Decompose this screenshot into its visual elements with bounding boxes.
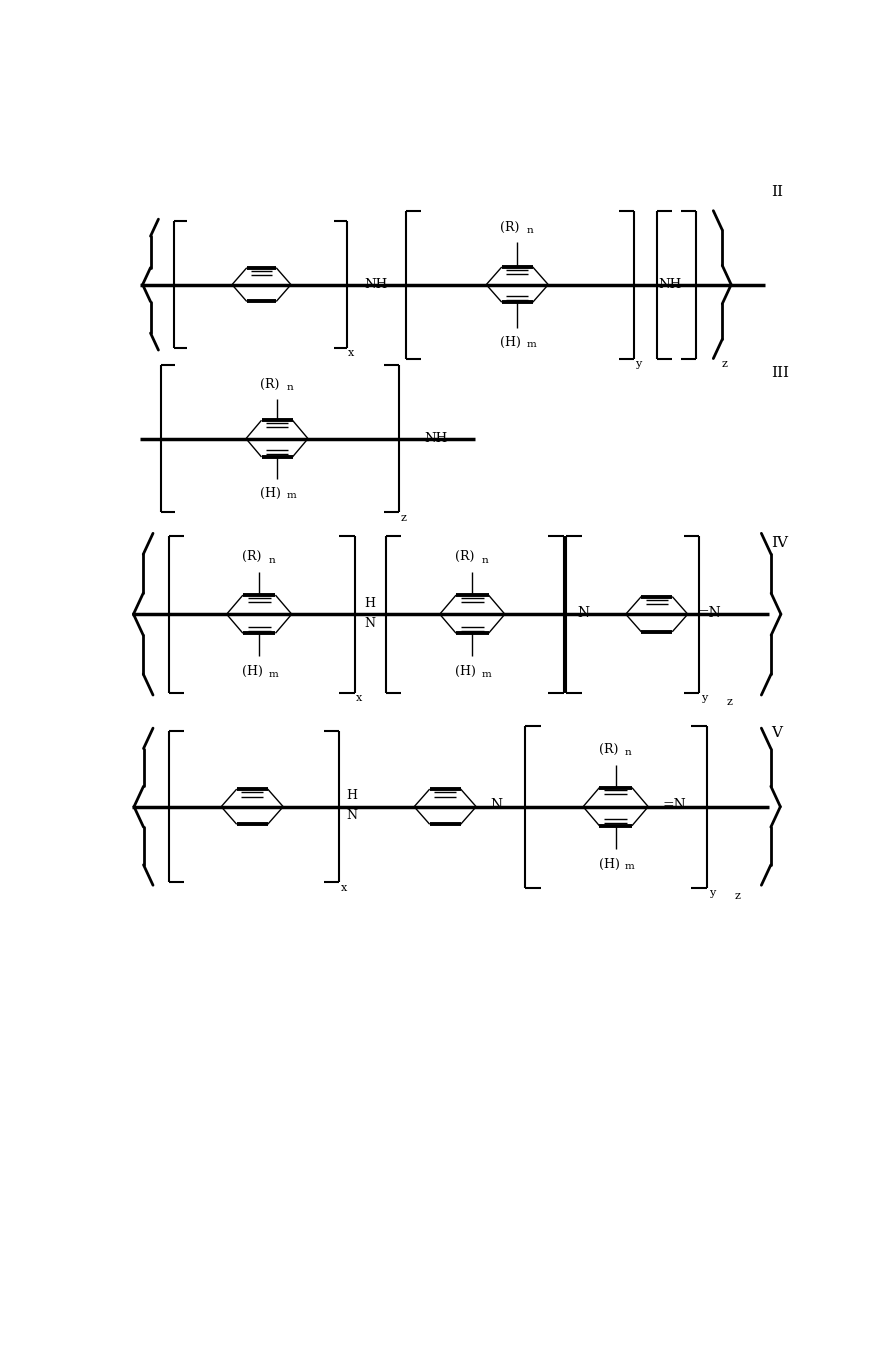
Text: m: m <box>526 340 536 349</box>
Text: N: N <box>577 606 589 619</box>
Text: x: x <box>348 348 355 357</box>
Text: (R): (R) <box>242 550 261 564</box>
Text: NH: NH <box>364 278 387 291</box>
Text: (H): (H) <box>456 665 476 678</box>
Text: IV: IV <box>771 535 788 550</box>
Text: H: H <box>365 598 375 610</box>
Text: =N: =N <box>698 606 721 619</box>
Text: H: H <box>347 789 358 803</box>
Text: N: N <box>490 799 502 812</box>
Text: (H): (H) <box>242 665 263 678</box>
Text: z: z <box>400 512 406 523</box>
Text: NH: NH <box>424 432 448 445</box>
Text: m: m <box>268 669 278 679</box>
Text: y: y <box>701 694 707 703</box>
Text: n: n <box>268 555 275 565</box>
Text: (H): (H) <box>260 486 281 500</box>
Text: (H): (H) <box>599 858 620 870</box>
Text: z: z <box>721 360 727 369</box>
Text: x: x <box>341 883 347 894</box>
Text: z: z <box>727 698 732 708</box>
Text: II: II <box>771 185 782 200</box>
Text: m: m <box>625 862 635 870</box>
Text: m: m <box>481 669 491 679</box>
Text: n: n <box>625 748 631 758</box>
Text: y: y <box>635 360 641 369</box>
Text: n: n <box>286 383 293 392</box>
Text: m: m <box>286 492 296 500</box>
Text: =N: =N <box>662 799 686 812</box>
Text: (H): (H) <box>500 335 521 349</box>
Text: N: N <box>365 617 375 630</box>
Text: y: y <box>709 888 715 898</box>
Text: (R): (R) <box>500 220 519 234</box>
Text: (R): (R) <box>456 550 475 564</box>
Text: NH: NH <box>659 278 682 291</box>
Text: (R): (R) <box>599 743 618 755</box>
Text: x: x <box>356 694 362 703</box>
Text: n: n <box>526 227 533 235</box>
Text: (R): (R) <box>260 378 279 391</box>
Text: n: n <box>481 555 488 565</box>
Text: z: z <box>735 891 740 902</box>
Text: V: V <box>771 725 781 740</box>
Text: N: N <box>347 809 358 823</box>
Text: III: III <box>771 367 789 380</box>
